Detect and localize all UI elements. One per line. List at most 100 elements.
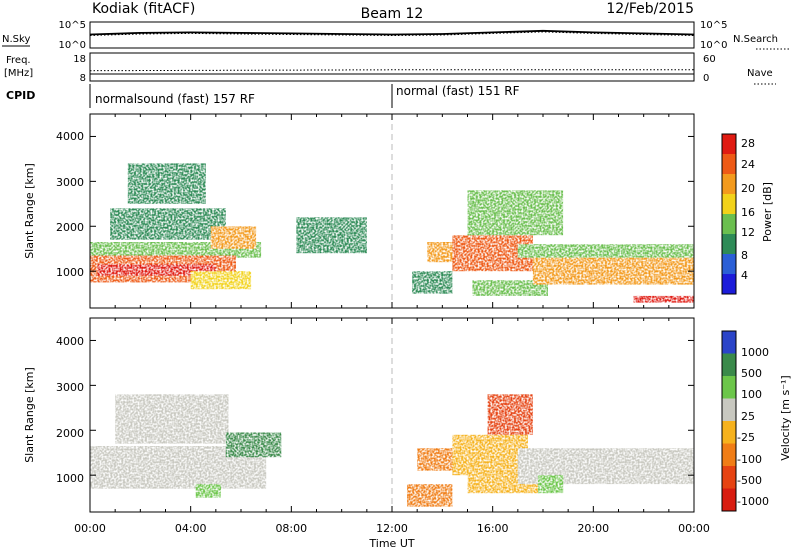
n-search-line xyxy=(89,31,695,37)
power-colorbar-cell-8 xyxy=(722,134,736,154)
vel-region-2 xyxy=(115,394,229,444)
velocity-colorbar-frame xyxy=(721,330,737,512)
vel-region-5 xyxy=(407,484,453,507)
velocity-cbar-tick-1000: 1000 xyxy=(741,346,769,359)
vel-region-9 xyxy=(487,394,533,435)
noise-left-tick-top: 10^5 xyxy=(59,20,86,31)
x-axis: 00:00 04:00 08:00 12:00 16:00 20:00 00:0… xyxy=(74,522,710,550)
power-colorbar-cell-7 xyxy=(722,154,736,174)
power-cbar-tick-4: 4 xyxy=(741,269,748,282)
pow-region-8 xyxy=(296,217,367,254)
freq-label-2: [MHz] xyxy=(4,68,33,79)
power-scatter xyxy=(90,163,694,303)
velocity-ytick-2000: 2000 xyxy=(56,427,84,440)
velocity-cbar-tick-minus25: -25 xyxy=(737,431,755,444)
cpid-strip: CPID normalsound (fast) 157 RF normal (f… xyxy=(6,84,520,108)
xtick-1200: 12:00 xyxy=(376,522,408,535)
date-title: 12/Feb/2015 xyxy=(606,1,694,17)
freq-tick-top: 18 xyxy=(73,54,86,65)
beam-title: Beam 12 xyxy=(361,6,424,22)
xtick-1600: 16:00 xyxy=(477,522,509,535)
cpid-segment-2: normal (fast) 151 RF xyxy=(396,84,520,98)
vel-region-4 xyxy=(225,432,282,458)
power-colorbar-cell-1 xyxy=(722,274,736,294)
power-cbar-tick-20: 20 xyxy=(741,182,755,195)
power-cbar-tick-12: 12 xyxy=(741,226,755,239)
velocity-cbar-tick-minus500: -500 xyxy=(737,474,762,487)
pow-region-5 xyxy=(127,163,206,204)
power-ytick-2000: 2000 xyxy=(56,221,84,234)
vel-region-6 xyxy=(417,448,458,471)
velocity-colorbar-cell-4 xyxy=(722,421,736,444)
xtick-0400: 04:00 xyxy=(175,522,207,535)
noise-right-label: N.Search xyxy=(733,34,778,45)
power-ytick-4000: 4000 xyxy=(56,130,84,143)
n-sky-line xyxy=(89,29,695,36)
nave-tick-bottom: 0 xyxy=(703,73,709,84)
velocity-ytick-3000: 3000 xyxy=(56,381,84,394)
pow-region-12 xyxy=(472,280,548,296)
noise-right-tick-top: 10^5 xyxy=(700,20,727,31)
frequency-panel-frame xyxy=(89,52,695,82)
velocity-panel: 4000 3000 2000 1000 Slant Range [km] 100… xyxy=(23,317,792,513)
power-panel: 4000 3000 2000 1000 Slant Range [km] 28 … xyxy=(23,113,774,309)
vel-region-11 xyxy=(538,475,564,494)
velocity-colorbar-cell-5 xyxy=(722,398,736,421)
frequency-panel: Freq. [MHz] 18 8 60 0 Nave xyxy=(4,52,776,85)
power-cbar-tick-8: 8 xyxy=(741,249,748,262)
freq-tick-bottom: 8 xyxy=(80,73,86,84)
pow-region-15 xyxy=(532,257,694,285)
velocity-colorbar-cell-2 xyxy=(722,466,736,489)
power-ylabel: Slant Range [km] xyxy=(23,163,36,259)
pow-region-14 xyxy=(517,244,694,258)
cpid-segment-1: normalsound (fast) 157 RF xyxy=(95,92,255,106)
power-cbar-tick-24: 24 xyxy=(741,158,755,171)
x-axis-label: Time UT xyxy=(368,537,414,550)
pow-region-3 xyxy=(97,264,216,276)
pow-region-6 xyxy=(190,271,252,290)
pow-region-16 xyxy=(633,295,694,303)
noise-left-label: N.Sky xyxy=(2,34,30,45)
velocity-ytick-4000: 4000 xyxy=(56,335,84,348)
cpid-label: CPID xyxy=(6,89,35,102)
velocity-colorbar-cell-3 xyxy=(722,443,736,466)
pow-region-10 xyxy=(427,242,458,263)
velocity-cbar-tick-500: 500 xyxy=(741,367,762,380)
power-ytick-3000: 3000 xyxy=(56,176,84,189)
vel-region-7 xyxy=(452,434,528,476)
pow-region-7 xyxy=(210,226,257,249)
velocity-colorbar-cell-6 xyxy=(722,376,736,399)
nave-label: Nave xyxy=(747,68,773,79)
velocity-colorbar-cell-1 xyxy=(722,488,736,511)
freq-label-1: Freq. xyxy=(6,55,31,66)
power-colorbar-cell-6 xyxy=(722,174,736,194)
velocity-colorbar xyxy=(721,330,737,512)
power-colorbar-cell-4 xyxy=(722,214,736,234)
velocity-cbar-tick-minus100: -100 xyxy=(737,453,762,466)
pow-region-13 xyxy=(467,190,564,236)
pow-region-9 xyxy=(412,271,453,294)
power-colorbar-cell-2 xyxy=(722,254,736,274)
velocity-colorbar-label: Velocity [m s⁻¹] xyxy=(779,375,792,460)
nave-tick-top: 60 xyxy=(703,54,716,65)
power-colorbar xyxy=(721,133,737,295)
velocity-colorbar-cell-8 xyxy=(722,331,736,354)
velocity-colorbar-cell-7 xyxy=(722,353,736,376)
vel-region-3 xyxy=(195,484,221,498)
station-title: Kodiak (fitACF) xyxy=(92,1,195,17)
noise-left-tick-bottom: 10^0 xyxy=(59,40,86,51)
power-colorbar-label: Power [dB] xyxy=(761,182,774,242)
velocity-ytick-1000: 1000 xyxy=(56,472,84,485)
power-cbar-tick-16: 16 xyxy=(741,206,755,219)
nave-line xyxy=(89,69,694,72)
power-colorbar-cell-5 xyxy=(722,194,736,214)
power-colorbar-cell-3 xyxy=(722,234,736,254)
xtick-0800: 08:00 xyxy=(275,522,307,535)
pow-region-4 xyxy=(110,208,226,240)
velocity-scatter xyxy=(90,394,694,507)
velocity-cbar-tick-minus1000: -1000 xyxy=(737,495,769,508)
velocity-cbar-tick-100: 100 xyxy=(741,388,762,401)
noise-right-tick-bottom: 10^0 xyxy=(700,40,727,51)
velocity-cbar-tick-25: 25 xyxy=(741,410,755,423)
